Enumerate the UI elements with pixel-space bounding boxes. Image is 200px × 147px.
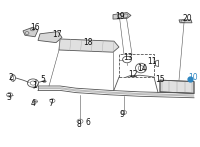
Text: 15: 15: [155, 75, 165, 84]
Text: 13: 13: [123, 53, 132, 62]
Text: 2: 2: [9, 73, 13, 82]
Polygon shape: [38, 32, 62, 43]
Text: 12: 12: [128, 70, 138, 80]
Text: 1: 1: [33, 81, 37, 91]
Text: 14: 14: [137, 64, 147, 73]
Text: 3: 3: [6, 93, 11, 102]
Text: 10: 10: [188, 73, 198, 82]
Text: 20: 20: [182, 14, 192, 23]
Text: 9: 9: [120, 110, 124, 119]
Text: 7: 7: [49, 99, 53, 108]
Text: 5: 5: [41, 75, 45, 84]
Text: 19: 19: [115, 12, 125, 21]
Polygon shape: [160, 80, 194, 93]
Text: 8: 8: [77, 120, 81, 129]
Text: 16: 16: [30, 23, 40, 32]
Bar: [119, 54, 154, 77]
Text: 17: 17: [52, 30, 62, 39]
Text: 4: 4: [31, 99, 35, 108]
Polygon shape: [59, 39, 119, 52]
Text: 6: 6: [86, 117, 90, 127]
Text: 11: 11: [147, 56, 157, 66]
Polygon shape: [23, 27, 38, 37]
Polygon shape: [179, 20, 192, 23]
Text: 18: 18: [83, 38, 93, 47]
Polygon shape: [113, 12, 131, 19]
